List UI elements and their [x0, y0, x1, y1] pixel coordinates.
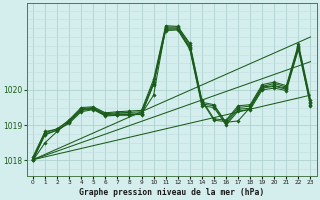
X-axis label: Graphe pression niveau de la mer (hPa): Graphe pression niveau de la mer (hPa): [79, 188, 264, 197]
